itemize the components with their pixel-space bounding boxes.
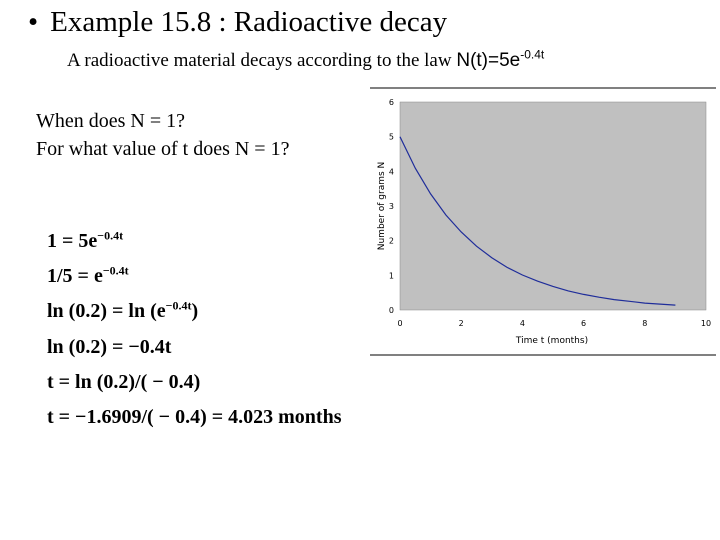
y-tick-label: 2 (389, 237, 394, 246)
step-lhs: ln (0.2) = ln (e (47, 300, 166, 323)
y-tick-label: 0 (389, 306, 394, 315)
x-tick-labels: 0 2 4 6 8 10 (397, 319, 711, 328)
y-tick-labels: 0 1 2 3 4 5 6 (389, 98, 394, 315)
x-tick-label: 4 (520, 319, 525, 328)
solution-step: t = ln (0.2)/( − 0.4) (47, 367, 341, 402)
x-tick-label: 2 (459, 319, 464, 328)
x-axis-label: Time t (months) (515, 336, 588, 346)
decay-law-exponent: -0.4t (520, 47, 545, 62)
x-tick-label: 0 (397, 319, 402, 328)
y-tick-label: 6 (389, 98, 394, 107)
step-lhs: ln (0.2) = −0.4t (47, 335, 172, 358)
x-tick-label: 6 (581, 319, 586, 328)
y-tick-label: 5 (389, 133, 394, 142)
decay-law-text: A radioactive material decays according … (67, 50, 457, 71)
step-lhs: t = ln (0.2)/( − 0.4) (47, 370, 201, 393)
title-bullet: • (28, 6, 39, 38)
step-lhs: t = −1.6909/( − 0.4) = 4.023 months (47, 405, 342, 428)
step-exponent: −0.4t (102, 263, 129, 278)
decay-law-equation: N(t)=5e (456, 50, 521, 71)
solution-step: ln (0.2) = −0.4t (47, 332, 341, 367)
solution-step: 1 = 5e−0.4t (47, 226, 341, 261)
step-lhs: 1/5 = e (47, 265, 103, 288)
step-exponent: −0.4t (97, 228, 124, 243)
solution-step: t = −1.6909/( − 0.4) = 4.023 months (47, 402, 341, 437)
y-tick-label: 4 (389, 167, 394, 176)
decay-chart-svg: 0 2 4 6 8 10 0 1 2 3 4 5 6 Time t (months) Number o… (370, 87, 716, 356)
title-text: Example 15.8 : Radioactive decay (50, 6, 448, 38)
step-lhs: 1 = 5e (47, 230, 98, 252)
plot-area (399, 101, 707, 311)
solution-step: 1/5 = e−0.4t (47, 261, 341, 296)
solution-steps: 1 = 5e−0.4t 1/5 = e−0.4t ln (0.2) = ln (… (47, 226, 341, 437)
y-tick-label: 3 (389, 202, 394, 211)
y-axis-label: Number of grams N (377, 162, 387, 251)
y-tick-label: 1 (389, 271, 394, 280)
question-value-of-t: For what value of t does N = 1? (36, 138, 290, 160)
x-tick-label: 8 (642, 319, 647, 328)
decay-series-line (399, 136, 676, 306)
step-rhs: ) (191, 300, 199, 323)
slide-title: • Example 15.8 : Radioactive decay (28, 6, 447, 39)
decay-law: A radioactive material decays according … (67, 47, 545, 72)
solution-step: ln (0.2) = ln (e−0.4t) (47, 296, 341, 331)
x-tick-label: 10 (701, 319, 711, 328)
decay-chart: 0 2 4 6 8 10 0 1 2 3 4 5 6 Time t (months) Number o… (362, 84, 720, 364)
step-exponent: −0.4t (165, 298, 192, 313)
question-when: When does N = 1? (36, 110, 186, 132)
